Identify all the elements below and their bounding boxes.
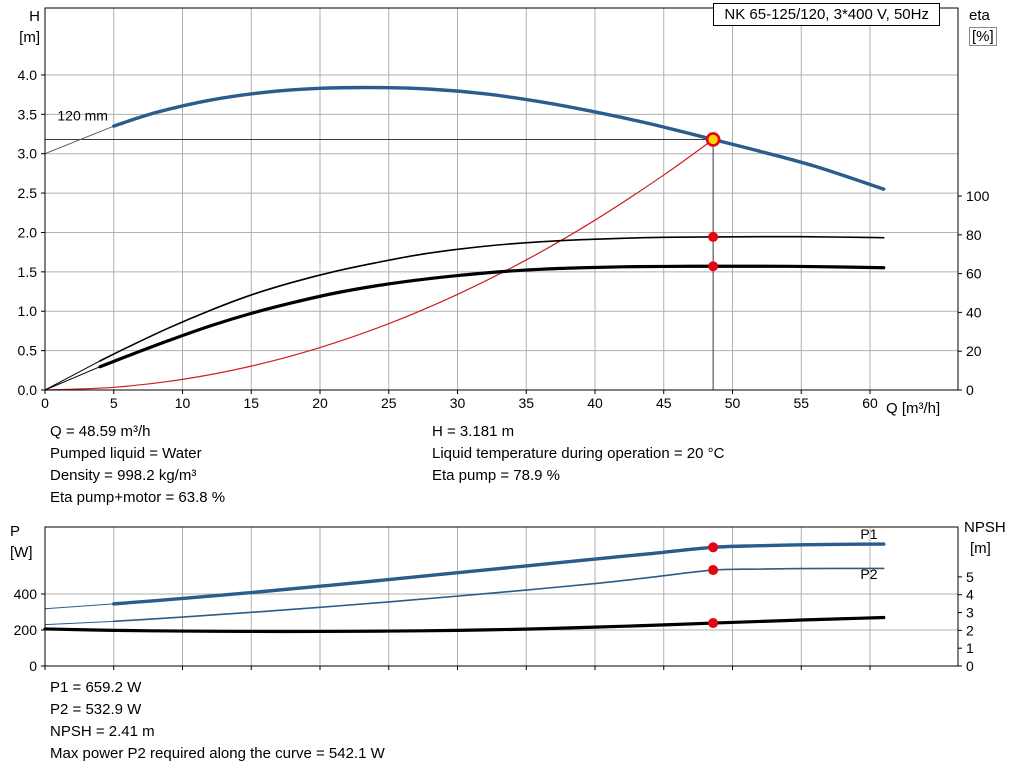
x-tick-label: 20 [312,395,328,411]
p1-duty-dot [708,542,719,553]
h-axis-label-unit: [m] [19,29,40,46]
y-left-tick-label: 1.5 [18,264,38,280]
y-right-tick-label: 3 [966,605,974,621]
plot-frame [44,526,959,667]
y-left-tick-label: 4.0 [18,67,38,83]
impeller-diameter-label: 120 mm [57,108,108,124]
p-axis-label-unit: [W] [10,544,33,561]
npsh-axis-label-symbol: NPSH [964,519,1006,536]
p-axis-label-symbol: P [10,523,21,540]
p2-lead [44,620,115,626]
y-left-tick-label: 2.0 [18,224,38,240]
y-left-tick-label: 1.0 [18,303,38,319]
duty-info-right: H = 3.181 m Liquid temperature during op… [432,421,724,487]
x-tick-label: 45 [656,395,672,411]
y-left-tick-label: 400 [14,586,38,602]
p1-lead [44,603,115,610]
system-curve [44,138,714,391]
info-max-power: Max power P2 required along the curve = … [50,745,385,762]
eta-axis-label: eta [%] [969,5,1019,47]
p-axis-label: P [W] [10,521,50,563]
h-axis-label-symbol: H [29,8,40,25]
x-tick-label: 5 [110,395,118,411]
y-left-tick-label: 200 [14,622,38,638]
x-tick-label: 40 [587,395,603,411]
y-right-tick-label: 1 [966,640,974,656]
x-tick-label: 50 [725,395,741,411]
x-tick-label: 35 [518,395,534,411]
y-left-tick-label: 0 [29,658,37,674]
duty-point-marker[interactable] [705,132,721,147]
y-left-tick-label: 2.5 [18,185,38,201]
p2-curve [112,567,885,623]
y-right-tick-label: 0 [966,658,974,674]
y-left-tick-label: 3.5 [18,106,38,122]
npsh-axis-label-unit: [m] [970,540,991,557]
x-tick-label: 15 [243,395,259,411]
p1-curve [112,542,886,606]
x-tick-label: 10 [175,395,191,411]
eta-axis-label-unit: [%] [969,27,997,46]
npsh-curve [43,615,886,634]
info-pumped-liquid: Pumped liquid = Water [50,445,202,462]
x-tick-label: 0 [41,395,49,411]
eta-pump-motor-curve [98,264,886,369]
eta-pump-lead [44,360,101,391]
info-liquid-temperature: Liquid temperature during operation = 20… [432,445,725,462]
duty-info-left: Q = 48.59 m³/h Pumped liquid = Water Den… [50,421,225,509]
npsh-duty-dot [708,618,719,629]
eta-pump-motor-lead [44,366,101,391]
eta-pump-motor-duty-dot [708,261,719,272]
y-left-tick-label: 3.0 [18,146,38,162]
pump-model-title: NK 65-125/120, 3*400 V, 50Hz [713,3,940,26]
y-right-tick-label: 80 [966,227,982,243]
y-right-tick-label: 2 [966,622,974,638]
y-right-tick-label: 0 [966,382,974,398]
p2-series-label: P2 [860,566,877,582]
y-right-tick-label: 100 [966,188,990,204]
p1-series-label: P1 [860,526,877,542]
y-right-tick-label: 20 [966,343,982,359]
eta-pump-curve [99,235,885,362]
y-right-tick-label: 4 [966,587,974,603]
info-eta-pump-motor: Eta pump+motor = 63.8 % [50,489,226,506]
impeller-leader-line [44,125,115,155]
eta-axis-label-symbol: eta [969,7,990,24]
info-p1: P1 = 659.2 W [50,679,142,696]
power-info-block: P1 = 659.2 W P2 = 532.9 W NPSH = 2.41 m … [50,677,385,765]
p2-duty-dot [708,565,719,576]
plot-frame [44,7,959,391]
x-tick-label: 60 [862,395,878,411]
info-flow: Q = 48.59 m³/h [50,423,151,440]
y-right-tick-label: 60 [966,266,982,282]
info-eta-pump: Eta pump = 78.9 % [432,467,560,484]
y-left-tick-label: 0.0 [18,382,38,398]
info-head: H = 3.181 m [432,423,515,440]
q-axis-label: Q [m³/h] [886,400,941,417]
x-tick-label: 30 [450,395,466,411]
eta-pump-duty-dot [708,231,719,242]
x-tick-label: 25 [381,395,397,411]
pump-curve-120mm [112,85,886,191]
y-left-tick-label: 0.5 [18,343,38,359]
hq-eta-chart: 0 5 10 15 20 25 30 35 40 45 50 55 60 0.0 0.5 1.0 1.5 2.0 2… [18,7,990,411]
npsh-axis-label: NPSH [m] [964,517,1018,559]
info-density: Density = 998.2 kg/m³ [50,467,197,484]
x-tick-label: 55 [793,395,809,411]
y-right-tick-label: 40 [966,304,982,320]
info-npsh: NPSH = 2.41 m [50,723,155,740]
y-right-tick-label: 5 [966,569,974,585]
h-axis-label: H [m] [8,6,40,48]
info-p2: P2 = 532.9 W [50,701,142,718]
